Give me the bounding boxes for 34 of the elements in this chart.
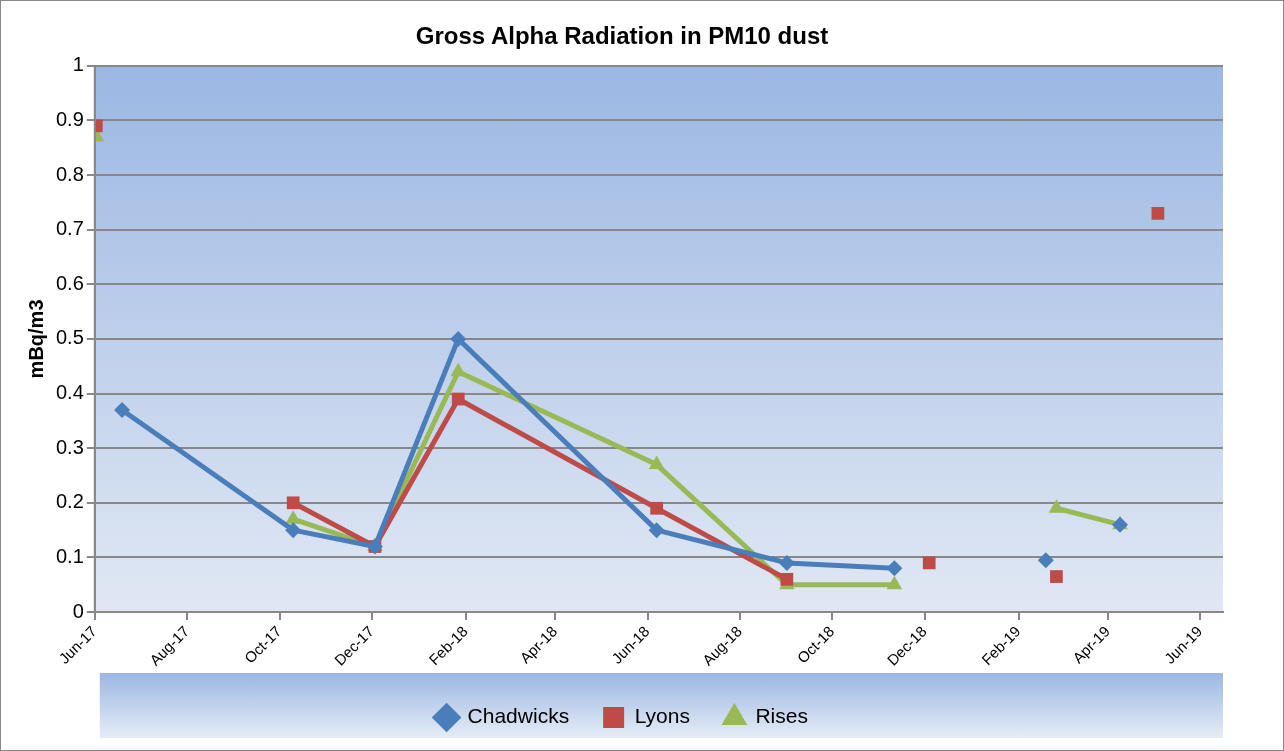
point [285, 510, 301, 524]
y-axis-title: mBq/m3 [24, 299, 47, 379]
chart-title: Gross Alpha Radiation in PM10 dust [415, 22, 829, 50]
point [648, 455, 665, 470]
point [886, 560, 903, 577]
point [114, 401, 131, 418]
legend-label: Chadwicks [467, 704, 570, 728]
point [886, 575, 903, 590]
y-tick-label: 0.6 [55, 271, 84, 294]
point [1037, 552, 1054, 569]
y-tick-label: 1 [72, 53, 84, 76]
point [451, 392, 465, 406]
point [286, 496, 300, 510]
y-tick-label: 0.9 [55, 107, 84, 130]
y-tick-label: 0.2 [55, 490, 84, 513]
point [650, 501, 663, 515]
y-tick-label: 0 [72, 599, 84, 622]
y-tick-label: 0.5 [55, 326, 84, 349]
y-tick-label: 0.1 [55, 544, 84, 567]
point [1050, 570, 1063, 583]
legend-label: Lyons [634, 704, 690, 728]
y-tick-label: 0.4 [55, 381, 84, 404]
point [648, 522, 665, 539]
point [1151, 206, 1165, 220]
point [1048, 499, 1065, 513]
y-tick-label: 0.7 [55, 217, 84, 240]
legend-label: Rises [755, 704, 808, 728]
point [922, 556, 936, 570]
point [285, 522, 302, 539]
point [450, 330, 467, 347]
point [778, 554, 795, 571]
point [780, 572, 794, 586]
y-tick-label: 0.8 [55, 162, 84, 185]
y-tick-label: 0.3 [55, 435, 84, 458]
